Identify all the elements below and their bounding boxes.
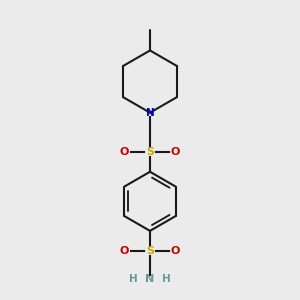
Text: O: O — [120, 246, 129, 256]
Text: N: N — [146, 274, 154, 284]
Text: S: S — [146, 147, 154, 157]
Text: O: O — [120, 147, 129, 157]
Text: H: H — [162, 274, 170, 284]
Text: O: O — [171, 246, 180, 256]
Text: O: O — [171, 147, 180, 157]
Text: H: H — [130, 274, 138, 284]
Text: N: N — [146, 108, 154, 118]
Text: S: S — [146, 246, 154, 256]
